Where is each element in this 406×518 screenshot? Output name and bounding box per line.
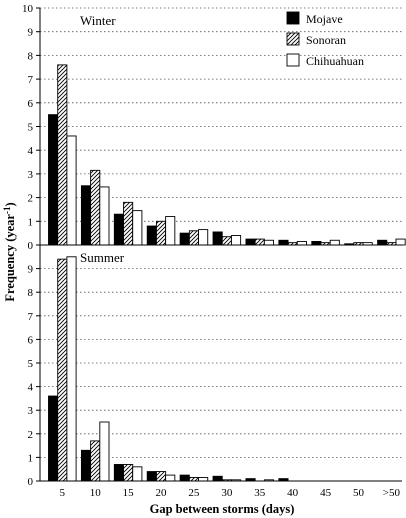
summer-y-ticks: 0 1 2 3 4 5 6 7 8 9 <box>28 264 40 488</box>
y-axis-title-superscript: -1 <box>2 206 12 214</box>
summer-bar-sonoran-3 <box>155 471 167 482</box>
winter-bar-chihuahuan-0 <box>66 135 77 246</box>
summer-bar-chihuahuan-0 <box>66 256 77 482</box>
y-axis-title-close: ) <box>3 202 17 206</box>
summer-bars <box>48 256 289 482</box>
winter-bar-sonoran-3 <box>155 220 167 246</box>
winter-bar-mojave-1 <box>80 185 92 246</box>
x-tick-label-1: 10 <box>90 487 102 499</box>
legend-swatch-sonoran <box>286 32 300 46</box>
x-tick-label-8: 45 <box>320 487 332 499</box>
y-axis-title-main: Frequency (year <box>3 214 17 302</box>
winter-bar-sonoran-5 <box>221 236 232 246</box>
winter-gridlines <box>40 7 402 222</box>
summer-bar-mojave-0 <box>48 395 59 482</box>
winter-bar-chihuahuan-6 <box>263 239 275 246</box>
summer-bar-mojave-4 <box>179 474 190 482</box>
summer-gridlines <box>40 268 402 458</box>
summer-panel: 0 1 2 3 4 5 6 7 8 9 Summer <box>28 245 402 488</box>
summer-bar-sonoran-2 <box>123 464 134 482</box>
summer-bar-mojave-2 <box>113 464 124 482</box>
summer-y-tick-label: 2 <box>28 429 34 441</box>
x-tick-labels: 5 10 15 20 25 30 35 40 45 50 >50 <box>60 487 401 499</box>
winter-y-tick-label: 1 <box>28 216 34 228</box>
winter-bar-mojave-5 <box>212 231 223 246</box>
winter-bar-mojave-8 <box>311 240 322 246</box>
x-tick-label-6: 35 <box>254 487 266 499</box>
winter-panel: 0 1 2 3 4 5 6 7 8 9 10 Winter <box>22 3 406 252</box>
summer-bar-mojave-1 <box>80 449 92 482</box>
legend-swatch-mojave <box>286 11 300 25</box>
legend-label-mojave: Mojave <box>306 12 343 26</box>
x-tick-label-0: 5 <box>60 487 66 499</box>
summer-y-tick-label: 8 <box>28 287 34 299</box>
legend-swatch-chihuahuan <box>286 53 300 67</box>
legend: Mojave Sonoran Chihuahuan <box>286 11 364 68</box>
winter-y-tick-label: 8 <box>28 50 34 62</box>
winter-y-tick-label: 4 <box>28 145 34 157</box>
x-tick-label-9: 50 <box>353 487 365 499</box>
summer-bar-chihuahuan-1 <box>99 421 110 482</box>
summer-bar-mojave-5 <box>212 475 223 482</box>
y-axis-title: Frequency (year-1) <box>2 202 17 301</box>
winter-bar-chihuahuan-2 <box>132 210 143 246</box>
winter-bar-mojave-7 <box>278 239 289 246</box>
summer-bar-chihuahuan-4 <box>198 477 209 482</box>
winter-bar-chihuahuan-8 <box>329 239 340 246</box>
winter-bar-mojave-3 <box>146 225 157 246</box>
x-tick-label-10: >50 <box>383 487 401 499</box>
summer-y-tick-label: 1 <box>28 452 34 464</box>
x-tick-label-3: 20 <box>156 487 168 499</box>
winter-y-tick-label: 3 <box>28 169 34 181</box>
summer-bar-mojave-3 <box>146 471 157 482</box>
legend-label-sonoran: Sonoran <box>306 33 346 47</box>
x-tick-label-7: 40 <box>287 487 299 499</box>
winter-bar-mojave-4 <box>179 232 190 246</box>
winter-panel-title: Winter <box>80 13 116 28</box>
summer-bar-sonoran-1 <box>90 440 101 482</box>
summer-y-tick-label: 6 <box>28 334 34 346</box>
summer-y-tick-label: 5 <box>28 358 34 370</box>
winter-bar-chihuahuan-10 <box>395 238 406 246</box>
winter-bar-mojave-2 <box>113 213 124 246</box>
x-tick-label-2: 15 <box>123 487 135 499</box>
summer-y-tick-label: 3 <box>28 405 34 417</box>
winter-bar-chihuahuan-7 <box>296 240 307 246</box>
winter-bar-chihuahuan-5 <box>230 235 242 246</box>
winter-bar-sonoran-6 <box>254 238 265 246</box>
winter-y-tick-label: 0 <box>28 240 34 252</box>
winter-bar-mojave-10 <box>377 239 388 246</box>
winter-bar-sonoran-2 <box>123 201 134 246</box>
winter-y-tick-label: 5 <box>28 122 34 134</box>
summer-bar-sonoran-0 <box>57 258 68 482</box>
winter-y-ticks: 0 1 2 3 4 5 6 7 8 9 10 <box>22 3 40 252</box>
legend-label-chihuahuan: Chihuahuan <box>306 54 364 68</box>
winter-bar-sonoran-4 <box>188 230 199 246</box>
winter-bar-chihuahuan-3 <box>165 216 176 246</box>
winter-bar-sonoran-1 <box>90 169 101 246</box>
winter-bar-mojave-6 <box>245 238 256 246</box>
winter-bar-chihuahuan-4 <box>198 229 209 246</box>
summer-panel-title: Summer <box>80 250 125 265</box>
winter-y-tick-label: 9 <box>28 27 34 39</box>
winter-y-tick-label: 2 <box>28 193 34 205</box>
summer-bar-chihuahuan-3 <box>165 474 176 482</box>
x-axis-title: Gap between storms (days) <box>150 502 295 516</box>
summer-bar-sonoran-4 <box>188 477 199 482</box>
winter-y-tick-label: 10 <box>22 3 34 15</box>
winter-y-tick-label: 7 <box>28 74 34 86</box>
winter-bar-mojave-0 <box>48 114 59 246</box>
winter-bars <box>48 64 406 246</box>
summer-y-tick-label: 9 <box>28 264 34 276</box>
summer-y-tick-label: 0 <box>28 476 34 488</box>
x-tick-label-5: 30 <box>221 487 233 499</box>
x-tick-label-4: 25 <box>188 487 200 499</box>
winter-y-tick-label: 6 <box>28 98 34 110</box>
winter-bar-chihuahuan-1 <box>99 186 110 246</box>
summer-y-tick-label: 4 <box>28 382 34 394</box>
summer-y-tick-label: 7 <box>28 311 34 323</box>
summer-bar-chihuahuan-2 <box>132 466 143 482</box>
winter-bar-sonoran-0 <box>57 64 68 246</box>
